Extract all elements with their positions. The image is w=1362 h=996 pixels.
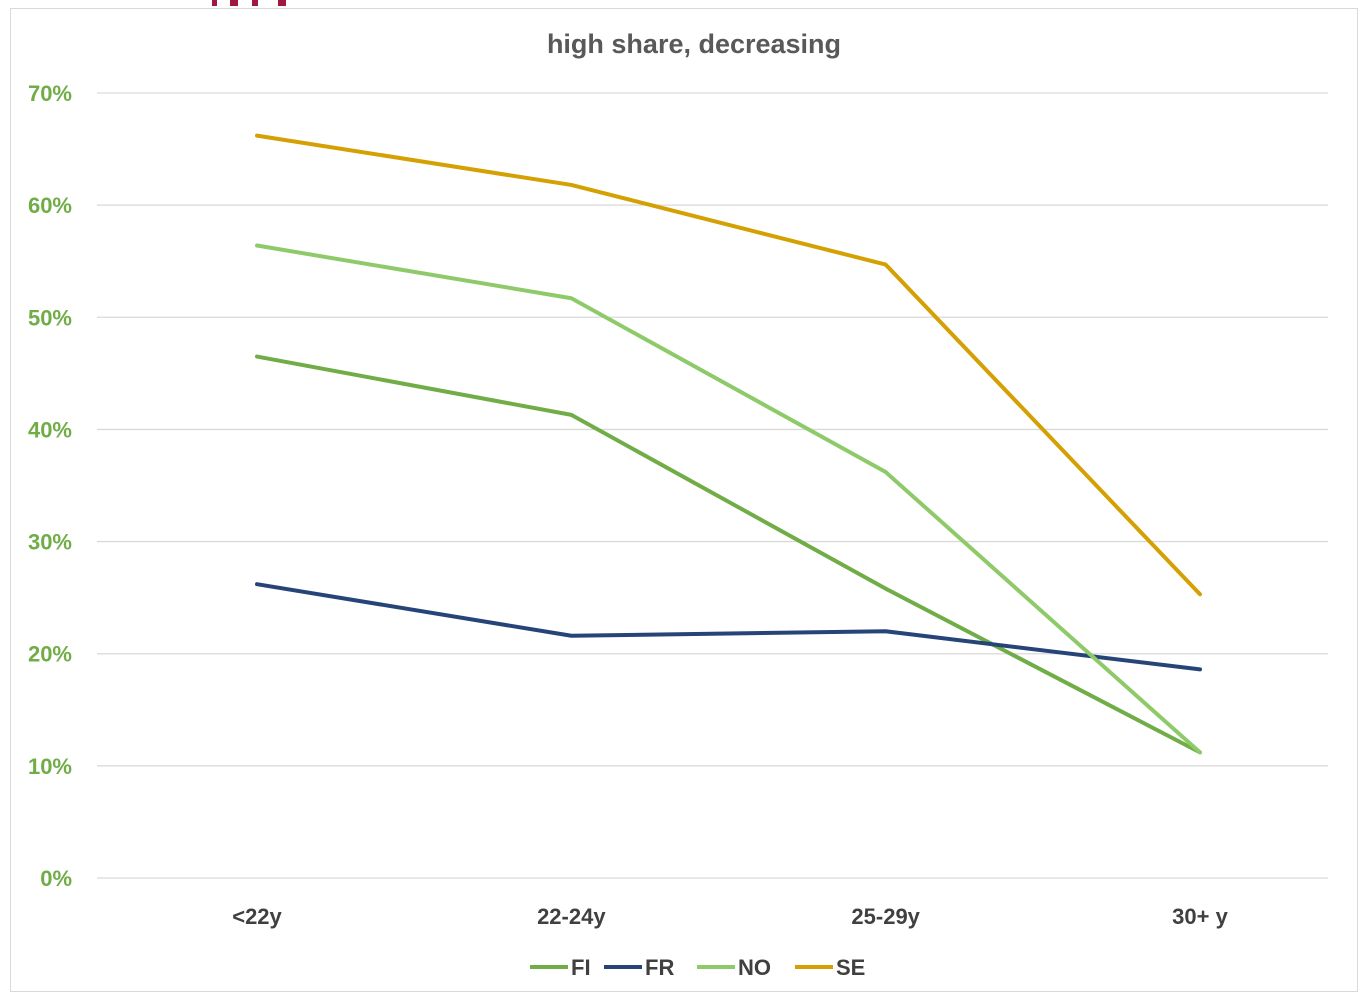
legend-label-se: SE xyxy=(836,955,865,980)
legend-label-no: NO xyxy=(738,955,771,980)
series-line-no xyxy=(255,243,1202,755)
corner-mark xyxy=(212,0,286,6)
x-tick-label: <22y xyxy=(232,904,282,929)
x-tick-label: 25-29y xyxy=(851,904,920,929)
series-line-se xyxy=(255,133,1202,597)
legend-label-fi: FI xyxy=(571,955,591,980)
gridlines xyxy=(97,92,1328,879)
y-tick-label: 70% xyxy=(28,81,72,106)
series-line-fi xyxy=(255,354,1202,755)
series-line-fr xyxy=(255,582,1202,672)
y-tick-label: 0% xyxy=(40,866,72,891)
chart-title: high share, decreasing xyxy=(547,29,841,59)
y-axis-ticks: 0% 10% 20% 30% 40% 50% 60% 70% xyxy=(28,81,72,891)
chart-frame xyxy=(10,8,1358,992)
y-tick-label: 20% xyxy=(28,642,72,667)
x-tick-label: 30+ y xyxy=(1172,904,1228,929)
series-lines xyxy=(255,133,1202,755)
x-axis-ticks: <22y 22-24y 25-29y 30+ y xyxy=(232,904,1228,929)
y-tick-label: 50% xyxy=(28,305,72,330)
x-tick-label: 22-24y xyxy=(537,904,606,929)
y-tick-label: 30% xyxy=(28,530,72,555)
legend-label-fr: FR xyxy=(645,955,674,980)
y-tick-label: 40% xyxy=(28,417,72,442)
legend: FI FR NO SE xyxy=(530,955,865,980)
y-tick-label: 10% xyxy=(28,754,72,779)
y-tick-label: 60% xyxy=(28,193,72,218)
